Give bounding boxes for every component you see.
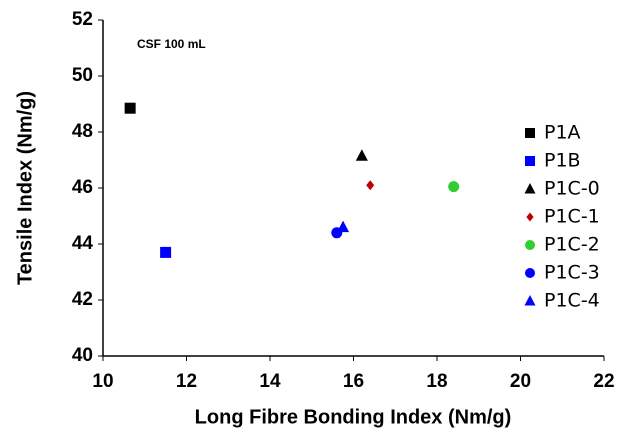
legend-marker <box>525 268 535 278</box>
x-tick-label: 20 <box>510 371 531 392</box>
y-tick-label: 52 <box>72 9 93 30</box>
x-tick-label: 10 <box>92 371 113 392</box>
y-axis-title: Tensile Index (Nm/g) <box>14 91 36 285</box>
x-tick-label: 12 <box>176 371 197 392</box>
y-tick-label: 42 <box>72 289 93 310</box>
data-point <box>366 180 375 191</box>
legend-marker <box>524 295 536 306</box>
x-tick-label: 14 <box>259 371 281 392</box>
legend-marker <box>524 183 536 194</box>
legend-marker <box>525 156 535 166</box>
legend-label: P1B <box>544 150 581 172</box>
legend-label: P1C-0 <box>544 178 600 200</box>
legend-marker <box>525 128 535 138</box>
legend-label: P1C-1 <box>544 206 600 228</box>
y-tick-label: 50 <box>72 65 93 86</box>
y-tick-label: 44 <box>72 233 94 254</box>
legend-label: P1C-3 <box>544 262 600 284</box>
x-tick-label: 16 <box>343 371 364 392</box>
data-point <box>337 220 350 233</box>
x-tick-label: 18 <box>426 371 447 392</box>
y-tick-label: 40 <box>72 345 93 366</box>
data-point <box>160 246 172 258</box>
annotation: CSF 100 mL <box>137 37 206 51</box>
y-tick-label: 48 <box>72 121 93 142</box>
legend-label: P1C-4 <box>544 290 600 312</box>
legend-label: P1C-2 <box>544 234 600 256</box>
x-tick-label: 22 <box>593 371 614 392</box>
x-axis-title: Long Fibre Bonding Index (Nm/g) <box>195 406 512 428</box>
legend-label: P1A <box>544 122 581 144</box>
legend-marker <box>526 212 534 222</box>
data-point <box>124 102 136 114</box>
data-point <box>355 149 368 161</box>
y-tick-label: 46 <box>72 177 93 198</box>
data-point <box>448 181 460 193</box>
legend-marker <box>525 240 535 250</box>
